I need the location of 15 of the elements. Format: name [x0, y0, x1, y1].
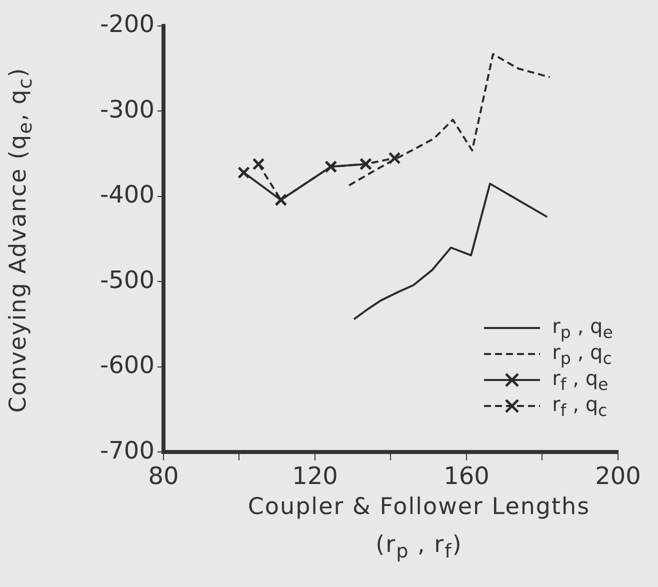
legend-label: r$_{f}$ , q$_{c}$: [552, 392, 608, 420]
legend-label: r$_{p}$ , q$_{e}$: [552, 314, 613, 342]
y-tick-label: -600: [100, 351, 154, 380]
y-tick-label: -200: [100, 10, 154, 38]
legend-label: r$_{p}$ , q$_{c}$: [552, 340, 612, 368]
x-axis-title: Coupler & Follower Lengths (r$_{p}$ , r$_{f}$): [246, 493, 592, 565]
x-tick-label: 80: [148, 462, 179, 490]
y-tick-label: -500: [100, 266, 154, 294]
y-tick-label: -400: [100, 180, 154, 209]
legend-label: r$_{f}$ , q$_{e}$: [552, 366, 608, 394]
x-tick-label: 120: [292, 462, 338, 490]
y-tick-label: -300: [100, 95, 154, 124]
y-tick-label: -700: [100, 436, 154, 464]
x-tick-label: 160: [444, 462, 490, 490]
x-tick-label: 200: [595, 462, 641, 490]
